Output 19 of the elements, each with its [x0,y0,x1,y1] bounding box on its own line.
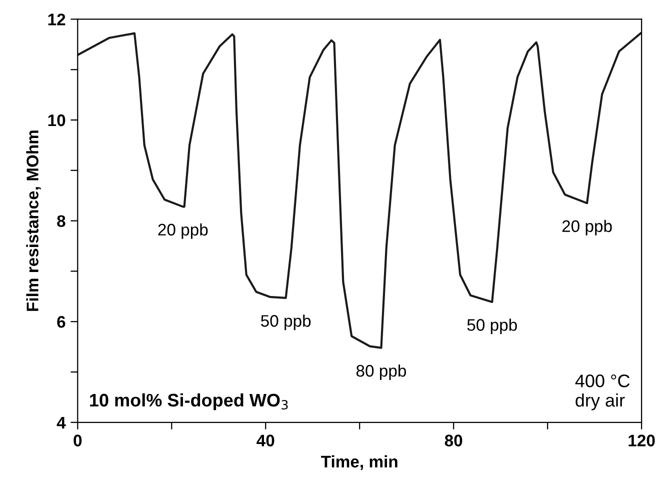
annotation: 50 ppb [467,318,517,334]
line-series [78,32,642,349]
y-tick-label: 4 [56,416,66,428]
y-tick-label: 6 [57,316,66,328]
annotation: 80 ppb [356,364,406,380]
y-tick-label: 10 [48,114,66,126]
y-axis-title: Film resistance, MOhm [26,130,41,311]
annotation: 50 ppb [261,314,311,330]
annotation: 10 mol% Si-doped WO$_{3}$ [90,393,288,410]
x-axis-title: Time, min [321,455,398,470]
y-tick-label: 12 [48,14,66,26]
annotation: 400 °C dry air [575,374,630,410]
x-tick-label: 120 [628,434,655,446]
annotation: 20 ppb [158,223,208,239]
x-tick-label: 40 [256,434,274,446]
y-tick-label: 8 [57,215,66,228]
x-tick-label: 80 [444,434,462,446]
annotation: 20 ppb [562,220,612,236]
x-tick-label: 0 [74,434,82,446]
